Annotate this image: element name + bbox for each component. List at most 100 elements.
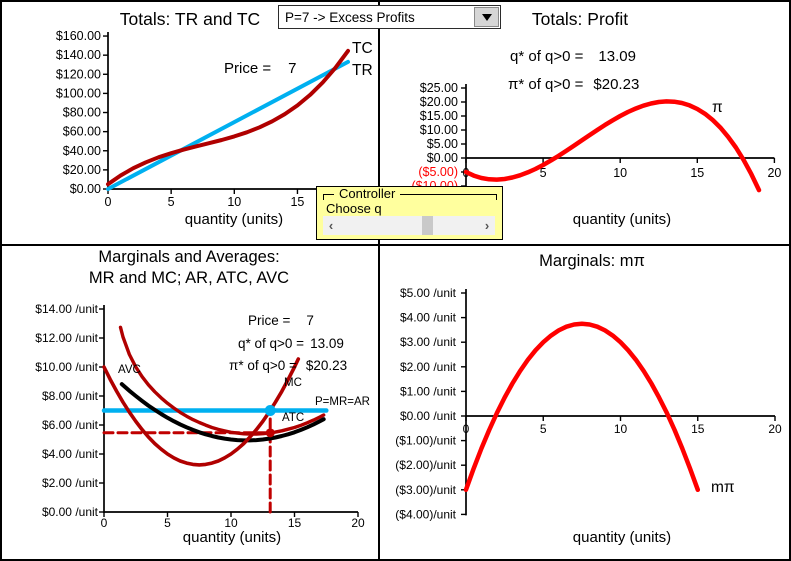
svg-text:$4.00 /unit: $4.00 /unit — [42, 447, 99, 461]
scrollbar-thumb[interactable] — [422, 216, 433, 235]
tl-price-value: 7 — [288, 60, 297, 77]
choose-q-label: Choose q — [326, 201, 382, 216]
svg-text:5: 5 — [540, 422, 547, 436]
bl-x-axis-title: quantity (units) — [182, 529, 282, 546]
svg-text:$3.00 /unit: $3.00 /unit — [400, 335, 457, 349]
svg-text:$5.00: $5.00 — [427, 137, 458, 151]
svg-text:($4.00)/unit: ($4.00)/unit — [395, 507, 456, 521]
atc-series-label: ATC — [282, 412, 305, 424]
svg-text:($1.00)/unit: ($1.00)/unit — [395, 434, 456, 448]
scrollbar-right-arrow[interactable]: › — [484, 218, 490, 233]
svg-text:15: 15 — [288, 516, 302, 530]
svg-text:($2.00)/unit: ($2.00)/unit — [395, 458, 456, 472]
svg-text:$6.00 /unit: $6.00 /unit — [42, 418, 99, 432]
bl-title-line1: Marginals and Averages: — [98, 248, 280, 266]
svg-text:20: 20 — [767, 166, 781, 180]
tr-pistar-label: π* of q>0 = — [508, 76, 584, 93]
bl-price-label: Price = — [248, 313, 291, 328]
mpi-series-label: mπ — [711, 479, 735, 496]
mc-series-label: MC — [284, 377, 302, 389]
chart-title-marginals-averages: Marginals and Averages: MR and MC; AR, A… — [24, 247, 354, 289]
svg-text:$4.00 /unit: $4.00 /unit — [400, 311, 457, 325]
tr-pistar-value: $20.23 — [593, 76, 640, 93]
tr-pistar-annotation: π* of q>0 = $20.23 — [508, 76, 639, 93]
svg-text:$1.00 /unit: $1.00 /unit — [400, 384, 457, 398]
svg-text:$10.00: $10.00 — [420, 123, 458, 137]
svg-text:$0.00: $0.00 — [70, 182, 101, 196]
svg-text:$140.00: $140.00 — [56, 48, 101, 62]
svg-text:$0.00 /unit: $0.00 /unit — [400, 409, 457, 423]
bl-pistar-label: π* of q>0 = — [229, 358, 297, 373]
svg-text:$20.00: $20.00 — [420, 95, 458, 109]
tl-x-axis-title: quantity (units) — [184, 211, 284, 228]
choose-q-scrollbar[interactable]: ‹ › — [323, 216, 495, 235]
tr-qstar-annotation: q* of q>0 = 13.09 — [510, 48, 636, 65]
svg-text:$120.00: $120.00 — [56, 67, 101, 81]
dropdown-arrow-button[interactable] — [474, 7, 499, 27]
svg-text:15: 15 — [691, 422, 705, 436]
avc-series-label: AVC — [118, 364, 141, 376]
svg-text:$5.00 /unit: $5.00 /unit — [400, 286, 457, 300]
chevron-down-icon — [481, 13, 492, 21]
svg-text:$2.00 /unit: $2.00 /unit — [400, 360, 457, 374]
svg-text:20: 20 — [768, 422, 782, 436]
tc-curve — [106, 48, 350, 187]
controller-groupbox-frame — [323, 194, 497, 200]
svg-text:$100.00: $100.00 — [56, 86, 101, 100]
svg-text:10: 10 — [613, 166, 627, 180]
svg-text:$20.00: $20.00 — [63, 163, 101, 177]
pane-divider-horizontal — [2, 244, 789, 246]
dropdown-selected-value: P=7 -> Excess Profits — [285, 10, 415, 25]
tr-qstar-label: q* of q>0 = — [510, 48, 584, 65]
svg-text:$12.00 /unit: $12.00 /unit — [35, 331, 98, 345]
tr-curve — [106, 59, 350, 191]
bl-pistar-annotation: π* of q>0 = $20.23 — [229, 358, 347, 373]
svg-text:0: 0 — [463, 422, 470, 436]
svg-text:$15.00: $15.00 — [420, 109, 458, 123]
controller-panel: Controller Choose q ‹ › — [316, 186, 503, 240]
svg-text:10: 10 — [614, 422, 628, 436]
pane-divider-vertical — [378, 2, 380, 559]
avc-curve — [119, 382, 326, 443]
mpi-curve — [463, 321, 701, 493]
tr-qstar-value: 13.09 — [598, 48, 636, 65]
svg-text:($5.00): ($5.00) — [418, 165, 458, 179]
svg-text:$0.00: $0.00 — [427, 151, 458, 165]
br-x-axis-title: quantity (units) — [572, 529, 672, 546]
controller-title: Controller — [334, 187, 401, 201]
tc-series-label: TC — [352, 40, 373, 57]
svg-text:5: 5 — [164, 516, 171, 530]
bl-pistar-value: $20.23 — [305, 358, 348, 373]
price-scenario-dropdown[interactable]: P=7 -> Excess Profits — [278, 5, 501, 29]
chart-title-totals-tr-tc: Totals: TR and TC — [119, 9, 261, 29]
qstar-price-dot — [264, 405, 276, 416]
svg-text:0: 0 — [105, 195, 112, 209]
tl-price-annotation: Price = 7 — [224, 60, 296, 77]
svg-text:$2.00 /unit: $2.00 /unit — [42, 476, 99, 490]
chart-title-marginals-mpi: Marginals: mπ — [539, 252, 645, 270]
tr-x-axis-title: quantity (units) — [572, 211, 672, 228]
svg-text:$0.00 /unit: $0.00 /unit — [42, 505, 99, 519]
profit-series-label: π — [712, 99, 723, 116]
svg-text:0: 0 — [101, 516, 108, 530]
svg-text:15: 15 — [690, 166, 704, 180]
bl-qstar-label: q* of q>0 = — [238, 336, 305, 351]
pmrar-series-label: P=MR=AR — [315, 396, 370, 408]
svg-text:$160.00: $160.00 — [56, 29, 101, 43]
tr-series-label: TR — [352, 62, 373, 79]
bl-qstar-annotation: q* of q>0 = 13.09 — [238, 336, 344, 351]
bl-price-value: 7 — [306, 313, 314, 328]
scrollbar-left-arrow[interactable]: ‹ — [328, 218, 334, 233]
svg-text:5: 5 — [168, 195, 175, 209]
svg-text:20: 20 — [351, 516, 365, 530]
atc-curve — [118, 325, 326, 436]
tl-price-label: Price = — [224, 60, 272, 77]
svg-text:$8.00 /unit: $8.00 /unit — [42, 389, 99, 403]
svg-text:$25.00: $25.00 — [420, 81, 458, 95]
bl-qstar-value: 13.09 — [310, 336, 344, 351]
svg-text:$80.00: $80.00 — [63, 106, 101, 120]
chart-title-totals-profit: Totals: Profit — [531, 9, 629, 29]
svg-text:$40.00: $40.00 — [63, 144, 101, 158]
